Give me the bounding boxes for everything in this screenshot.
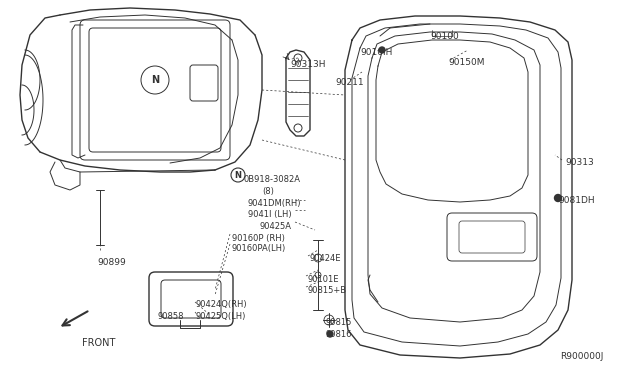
Text: 90425Q(LH): 90425Q(LH): [196, 312, 246, 321]
Text: 90816: 90816: [325, 330, 351, 339]
Text: 90160P (RH): 90160P (RH): [232, 234, 285, 243]
Text: 90313: 90313: [565, 158, 594, 167]
Text: 90424E: 90424E: [310, 254, 342, 263]
Text: 0B918-3082A: 0B918-3082A: [244, 175, 301, 184]
Text: FRONT: FRONT: [82, 338, 115, 348]
Text: 90424Q(RH): 90424Q(RH): [196, 300, 248, 309]
Text: 90100: 90100: [430, 32, 459, 41]
Text: R900000J: R900000J: [560, 352, 604, 361]
Text: 9010IH: 9010IH: [360, 48, 392, 57]
Text: 90101E: 90101E: [308, 275, 339, 284]
Text: 90313H: 90313H: [290, 60, 326, 69]
Text: 90160PA(LH): 90160PA(LH): [232, 244, 286, 253]
Text: 9041DM(RH): 9041DM(RH): [248, 199, 301, 208]
Circle shape: [554, 195, 561, 202]
Text: 90425A: 90425A: [260, 222, 292, 231]
Text: 90211: 90211: [335, 78, 364, 87]
Text: 90858: 90858: [158, 312, 184, 321]
Text: 9041I (LH): 9041I (LH): [248, 210, 292, 219]
Text: 90150M: 90150M: [448, 58, 484, 67]
Text: 9081DH: 9081DH: [558, 196, 595, 205]
Text: N: N: [151, 75, 159, 85]
Text: N: N: [234, 170, 241, 180]
Circle shape: [379, 47, 385, 53]
Text: (8): (8): [262, 187, 274, 196]
Text: 90815: 90815: [325, 318, 351, 327]
Text: 90899: 90899: [97, 258, 125, 267]
Circle shape: [327, 331, 333, 337]
Text: 90815+B: 90815+B: [308, 286, 347, 295]
